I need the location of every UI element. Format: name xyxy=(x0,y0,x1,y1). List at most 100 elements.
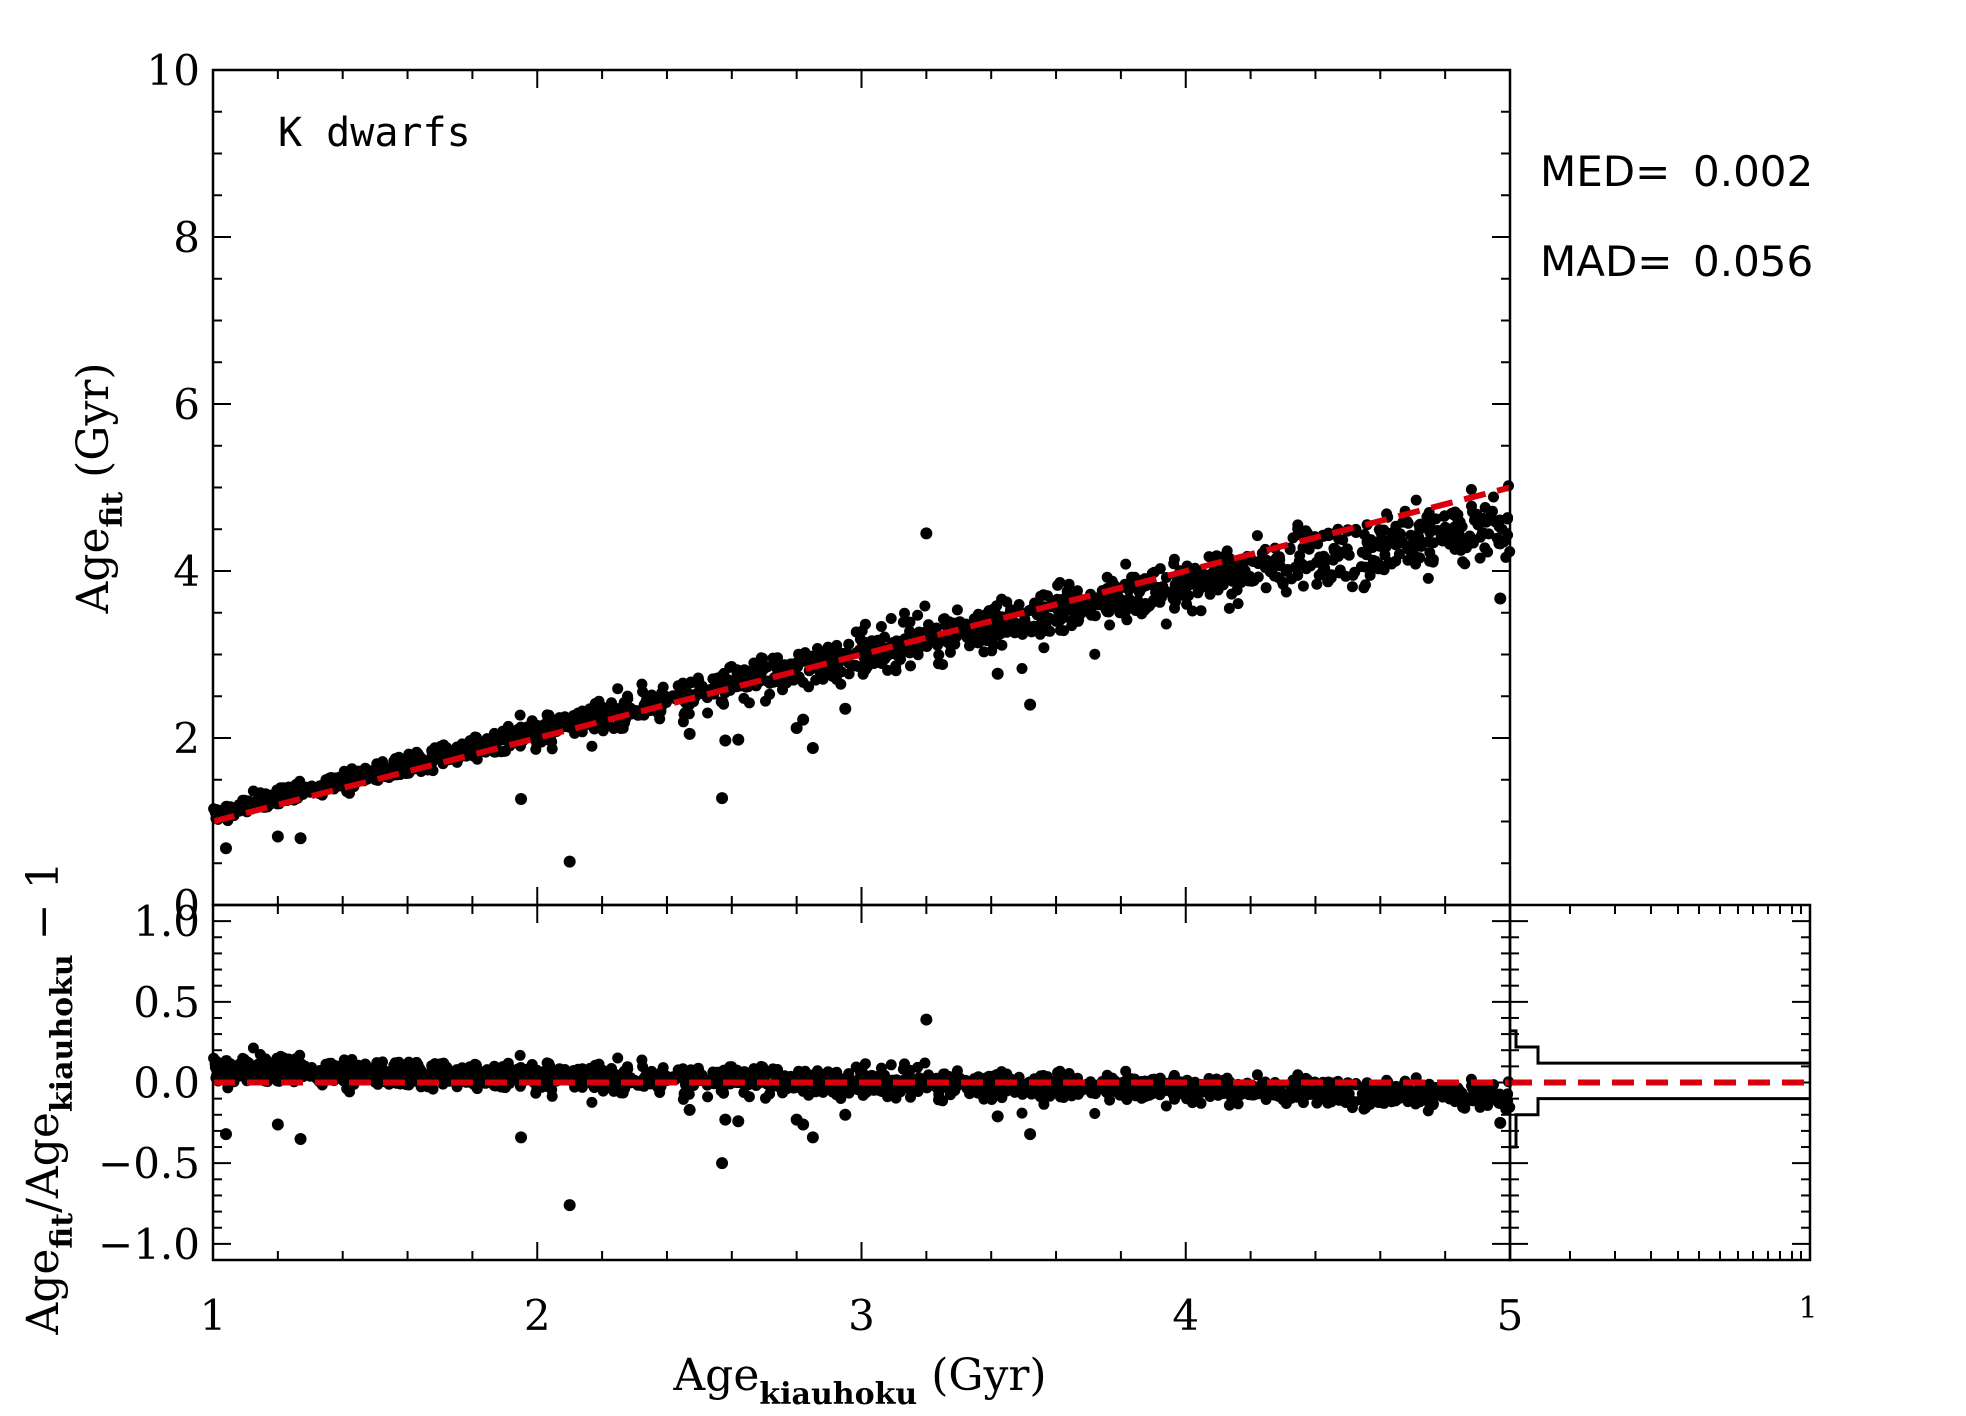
top-scatter-point xyxy=(1186,605,1198,617)
bottom-scatter-point xyxy=(324,1058,335,1070)
top-scatter-point xyxy=(874,636,886,648)
top-scatter-point xyxy=(247,785,259,797)
top-panel-ticks xyxy=(212,69,1511,906)
top-scatter-point xyxy=(951,604,963,616)
bottom-outlier-point xyxy=(683,1103,696,1116)
top-scatter-point xyxy=(738,692,750,704)
bottom-outlier-point xyxy=(732,1115,745,1128)
bottom-scatter-point xyxy=(1322,1097,1334,1109)
top-scatter-point xyxy=(1396,535,1408,547)
bottom-scatter-point xyxy=(692,1064,703,1076)
top-scatter-point xyxy=(968,613,980,625)
top-scatter-point xyxy=(850,659,861,671)
top-scatter-point xyxy=(1466,500,1477,512)
top-y-tick-label: 10 xyxy=(147,46,200,95)
top-scatter-point xyxy=(859,636,871,648)
bottom-scatter-point xyxy=(1119,1075,1131,1087)
bottom-scatter-point xyxy=(646,1065,658,1077)
top-scatter-point xyxy=(1277,578,1289,590)
top-scatter-point xyxy=(1414,552,1426,564)
bottom-scatter-point xyxy=(1197,1084,1209,1096)
bottom-scatter-point xyxy=(1474,1101,1486,1113)
bottom-y-label-base: Age xyxy=(18,1249,69,1336)
bottom-scatter-point xyxy=(1287,1074,1299,1086)
bottom-scatter-point xyxy=(1028,1085,1040,1097)
bottom-scatter-point xyxy=(912,1061,924,1073)
bottom-scatter-point xyxy=(554,1063,565,1075)
top-outlier-point xyxy=(797,713,810,726)
top-scatter-point xyxy=(1072,600,1084,612)
top-outlier-point xyxy=(806,742,819,755)
top-scatter-point xyxy=(1054,624,1066,636)
top-scatter-point xyxy=(890,665,902,677)
bottom-scatter-point xyxy=(218,1065,230,1077)
bottom-scatter-point xyxy=(304,1070,316,1082)
bottom-scatter-point xyxy=(974,1087,986,1098)
bottom-scatter-point xyxy=(923,1069,934,1081)
top-scatter-point xyxy=(1104,619,1116,631)
bottom-scatter-point xyxy=(1365,1096,1376,1108)
top-scatter-point xyxy=(1487,514,1499,526)
top-scatter-point xyxy=(1247,555,1258,567)
bottom-scatter-point xyxy=(1444,1087,1456,1099)
bottom-scatter-point xyxy=(471,1083,483,1095)
bottom-scatter-point xyxy=(438,1057,450,1069)
top-scatter-point xyxy=(941,636,953,648)
bottom-scatter-point xyxy=(755,1060,767,1072)
top-scatter-point xyxy=(978,646,990,658)
top-scatter-point xyxy=(1038,642,1050,654)
top-scatter-point xyxy=(369,767,381,779)
bottom-scatter-point xyxy=(678,1088,690,1100)
top-scatter-point xyxy=(1223,602,1235,614)
top-scatter-point xyxy=(1327,554,1339,566)
top-scatter-point xyxy=(1023,605,1035,617)
bottom-scatter-point xyxy=(403,1079,415,1091)
top-scatter-point xyxy=(586,740,598,752)
bottom-outlier-point xyxy=(716,1157,729,1170)
bottom-scatter-point xyxy=(531,1064,543,1076)
top-scatter-point xyxy=(905,660,916,672)
top-scatter-point xyxy=(777,661,789,673)
top-scatter-point xyxy=(1465,484,1477,495)
top-scatter-point xyxy=(1056,606,1068,618)
top-scatter-point xyxy=(1189,562,1201,574)
bottom-scatter-point xyxy=(1334,1093,1346,1105)
bottom-scatter-point xyxy=(831,1066,843,1078)
top-scatter-point xyxy=(1494,538,1506,550)
top-scatter-point xyxy=(1234,573,1246,585)
top-scatter-point xyxy=(1341,548,1353,559)
top-scatter-point xyxy=(1479,502,1491,513)
bottom-y-tick-label: 0.0 xyxy=(133,1059,200,1108)
bottom-scatter-point xyxy=(372,1078,384,1090)
top-scatter-point xyxy=(471,753,483,765)
top-outlier-point xyxy=(1494,592,1507,605)
top-scatter-point xyxy=(1381,508,1393,520)
top-outlier-point xyxy=(271,830,284,843)
top-outlier-point xyxy=(991,667,1004,680)
top-y-label-sub: fit xyxy=(95,492,130,528)
top-scatter-point xyxy=(741,665,753,677)
top-scatter-point xyxy=(1477,512,1489,524)
top-scatter-point xyxy=(1366,541,1378,553)
bottom-scatter-point xyxy=(731,1067,743,1079)
med-stat: MED= 0.002 xyxy=(1540,147,1813,196)
bottom-scatter-point xyxy=(702,1091,714,1103)
bottom-scatter-point xyxy=(1054,1091,1066,1103)
top-scatter-point xyxy=(1334,564,1346,576)
top-scatter-point xyxy=(731,668,743,680)
bottom-scatter-point xyxy=(463,1069,475,1081)
bottom-scatter-point xyxy=(885,1059,897,1071)
bottom-scatter-point xyxy=(1251,1069,1263,1081)
bottom-scatter-point xyxy=(271,1075,283,1087)
top-scatter-point xyxy=(986,628,998,640)
top-scatter-point xyxy=(1322,576,1334,588)
top-scatter-point xyxy=(1390,555,1402,567)
bottom-scatter-point xyxy=(266,1066,278,1078)
top-scatter-point xyxy=(672,680,684,692)
top-scatter-point xyxy=(1428,537,1439,549)
top-scatter-point xyxy=(769,656,781,668)
top-scatter-point xyxy=(468,735,480,747)
top-scatter-point xyxy=(1041,625,1053,637)
bottom-scatter-point xyxy=(860,1083,872,1095)
x-tick-label: 2 xyxy=(524,1291,551,1340)
